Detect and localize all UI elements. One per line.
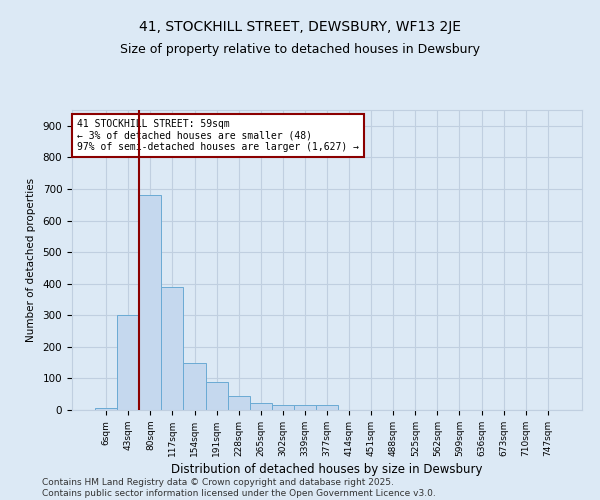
Bar	[227, 396, 250, 410]
Bar	[95, 408, 117, 410]
Bar	[184, 362, 206, 410]
Bar	[250, 403, 272, 410]
Bar	[161, 287, 184, 410]
Text: 41 STOCKHILL STREET: 59sqm
← 3% of detached houses are smaller (48)
97% of semi-: 41 STOCKHILL STREET: 59sqm ← 3% of detac…	[77, 119, 359, 152]
X-axis label: Distribution of detached houses by size in Dewsbury: Distribution of detached houses by size …	[171, 463, 483, 476]
Bar	[206, 382, 227, 410]
Bar	[117, 316, 139, 410]
Bar	[294, 406, 316, 410]
Y-axis label: Number of detached properties: Number of detached properties	[26, 178, 36, 342]
Bar	[272, 406, 294, 410]
Bar	[139, 196, 161, 410]
Text: Size of property relative to detached houses in Dewsbury: Size of property relative to detached ho…	[120, 42, 480, 56]
Bar	[316, 406, 338, 410]
Text: Contains HM Land Registry data © Crown copyright and database right 2025.
Contai: Contains HM Land Registry data © Crown c…	[42, 478, 436, 498]
Text: 41, STOCKHILL STREET, DEWSBURY, WF13 2JE: 41, STOCKHILL STREET, DEWSBURY, WF13 2JE	[139, 20, 461, 34]
